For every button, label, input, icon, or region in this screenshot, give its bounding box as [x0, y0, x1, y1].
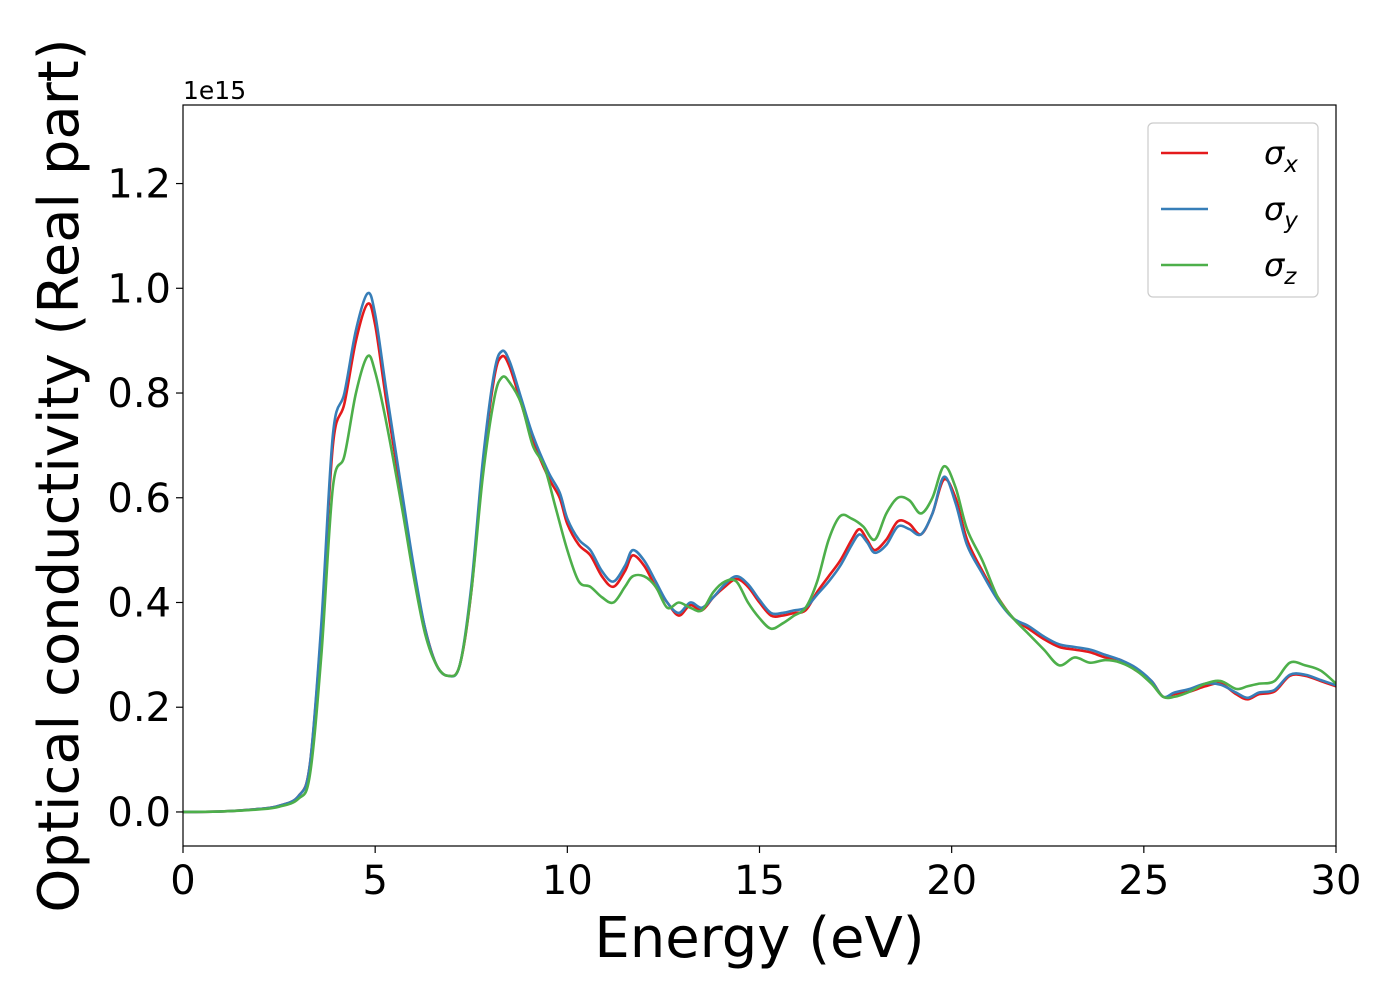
x-tick-label: 25 — [1118, 858, 1169, 904]
x-tick-label: 5 — [362, 858, 387, 904]
legend-label-z: σz — [1264, 246, 1297, 290]
legend-label-y: σy — [1264, 190, 1298, 234]
y-axis-title: Optical conductivity (Real part) — [27, 38, 92, 912]
y-tick-label: 0.0 — [107, 790, 171, 836]
y-tick-label: 0.4 — [107, 580, 171, 626]
x-tick-label: 15 — [734, 858, 785, 904]
x-tick-label: 30 — [1311, 858, 1362, 904]
x-tick-label: 0 — [170, 858, 195, 904]
y-tick-label: 0.2 — [107, 685, 171, 731]
y-tick-label: 1.2 — [107, 162, 171, 208]
y-tick-label: 0.6 — [107, 476, 171, 522]
legend-label-x: σx — [1264, 134, 1298, 178]
x-axis-title: Energy (eV) — [594, 906, 924, 971]
x-axis-ticks: 0 5 10 15 20 25 30 — [170, 846, 1361, 904]
x-tick-label: 20 — [926, 858, 977, 904]
y-tick-label: 0.8 — [107, 371, 171, 417]
series-line-y — [183, 291, 1336, 814]
y-offset-label: 1e15 — [183, 76, 246, 105]
plot-lines — [183, 291, 1336, 814]
series-line-z — [183, 354, 1336, 814]
legend-box — [1147, 122, 1319, 298]
y-tick-label: 1.0 — [107, 266, 171, 312]
x-tick-label: 10 — [542, 858, 593, 904]
legend: σx σy σz — [1147, 122, 1319, 298]
y-axis-ticks: 0.0 0.2 0.4 0.6 0.8 1.0 1.2 — [107, 162, 183, 836]
